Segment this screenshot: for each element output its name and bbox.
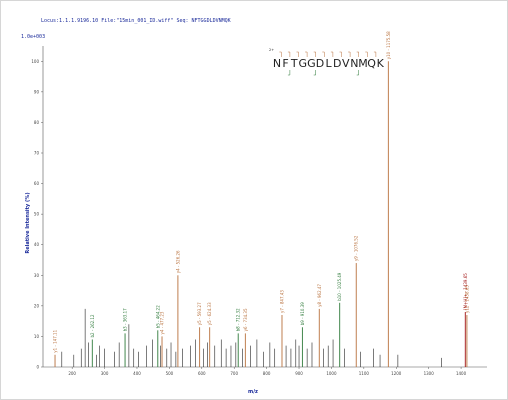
- y-tick-label: 10: [34, 334, 40, 339]
- x-tick-label: 900: [295, 371, 303, 376]
- x-tick-label: 700: [230, 371, 238, 376]
- peak-label: b2 - 262.12: [90, 314, 95, 338]
- peak-label: b8 - 712.32: [236, 308, 241, 332]
- b-ion-bracket: [356, 70, 359, 76]
- y-tick-label: 20: [34, 303, 40, 308]
- y-tick-label: 100: [31, 59, 39, 64]
- peak-label: b5 - 464.22: [155, 305, 160, 329]
- x-tick-label: 400: [133, 371, 141, 376]
- peak-label: y7 - 847.43: [279, 290, 284, 313]
- y-ion-bracket: [296, 51, 299, 57]
- b-ion-bracket: [313, 70, 316, 76]
- sequence-residue: F: [282, 57, 288, 70]
- y-ion-bracket: [313, 51, 316, 57]
- b-ion-bracket: [287, 70, 291, 76]
- peak-label: y6 - 734.35: [243, 308, 248, 331]
- y-ion-bracket: [330, 51, 334, 57]
- peak-label: y9 - 1076.52: [354, 235, 359, 261]
- y-tick-label: 90: [34, 89, 40, 94]
- axes: 0 10 20 30 40 50 60 70 80 90 100 200 300 400 500 600 700…: [31, 46, 487, 376]
- y-ion-bracket: [305, 51, 308, 57]
- y-ion-bracket: [322, 51, 325, 57]
- y-ion-bracket: [348, 51, 351, 57]
- peak-label: b9 - 910.39: [300, 302, 305, 326]
- peak-label: y5 - 593.27: [197, 302, 202, 325]
- y-ion-bracket: [339, 51, 342, 57]
- x-axis-title: m/z: [248, 389, 258, 395]
- y-ion-bracket: [279, 51, 282, 57]
- peak-label: b3 - 363.17: [123, 308, 128, 332]
- x-tick-label: 800: [263, 371, 271, 376]
- sequence-residue: K: [377, 57, 385, 70]
- peak-label: y1 - 147.11: [53, 329, 58, 352]
- peak-label: b10 - 1025.49: [337, 272, 342, 301]
- y-tick-label: 80: [34, 120, 40, 125]
- x-tick-label: 600: [198, 371, 206, 376]
- x-tick-label: 1200: [391, 371, 402, 376]
- y-tick-label: 0: [36, 365, 39, 370]
- sequence-residue: Q: [367, 57, 376, 70]
- y-ion-bracket: [365, 51, 368, 57]
- sequence-residue: G: [307, 57, 316, 70]
- y-ion-bracket: [287, 51, 291, 57]
- peak-labels: y1 - 147.11 b2 - 262.12 b3 - 363.17 b5 - 46…: [53, 31, 470, 353]
- sequence-residue: N: [350, 57, 358, 70]
- peak-label: y12 - 1438.65: [464, 285, 469, 313]
- sequence-residue: M: [358, 57, 368, 70]
- precursor-charge: 2+: [269, 48, 274, 52]
- x-tick-label: 200: [68, 371, 76, 376]
- y-ion-bracket: [356, 51, 359, 57]
- x-tick-label: 1000: [326, 371, 337, 376]
- peak-label: y8 - 962.47: [317, 284, 322, 307]
- sequence-residue: L: [326, 57, 333, 70]
- sequence-residue: G: [299, 57, 308, 70]
- intensity-scale: 1.0e+003: [21, 34, 45, 40]
- y-tick-label: 70: [34, 151, 40, 156]
- peak-label: y10 - 1175.58: [386, 31, 391, 59]
- y-tick-label: 50: [34, 212, 40, 217]
- y-tick-label: 40: [34, 242, 40, 247]
- y-axis-title: Relative Intensity (%): [25, 192, 31, 253]
- peaks: [54, 61, 468, 367]
- x-tick-label: 1100: [359, 371, 370, 376]
- y-tick-label: 60: [34, 181, 40, 186]
- sequence-residue: D: [316, 57, 324, 70]
- y-tick-label: 30: [34, 273, 40, 278]
- y-ion-bracket: [373, 51, 377, 57]
- peak-label: y4 - 526.26: [175, 250, 180, 273]
- chart-header: Locus:1.1.1.9196.10 File:"15min_001_ID.w…: [41, 18, 231, 24]
- sequence-residue: T: [290, 57, 298, 70]
- sequence-residue: N: [273, 57, 281, 70]
- x-tick-label: 500: [166, 371, 174, 376]
- x-tick-label: 300: [101, 371, 109, 376]
- peak-label: y4 - 477.23: [160, 311, 165, 334]
- peak-label: [M+H]+ - 1439.65: [463, 273, 468, 310]
- peak-label: y5 - 624.33: [207, 302, 212, 325]
- sequence-residue: D: [333, 57, 341, 70]
- sequence-residue: V: [342, 57, 350, 70]
- x-tick-label: 1300: [424, 371, 435, 376]
- x-tick-label: 1400: [456, 371, 467, 376]
